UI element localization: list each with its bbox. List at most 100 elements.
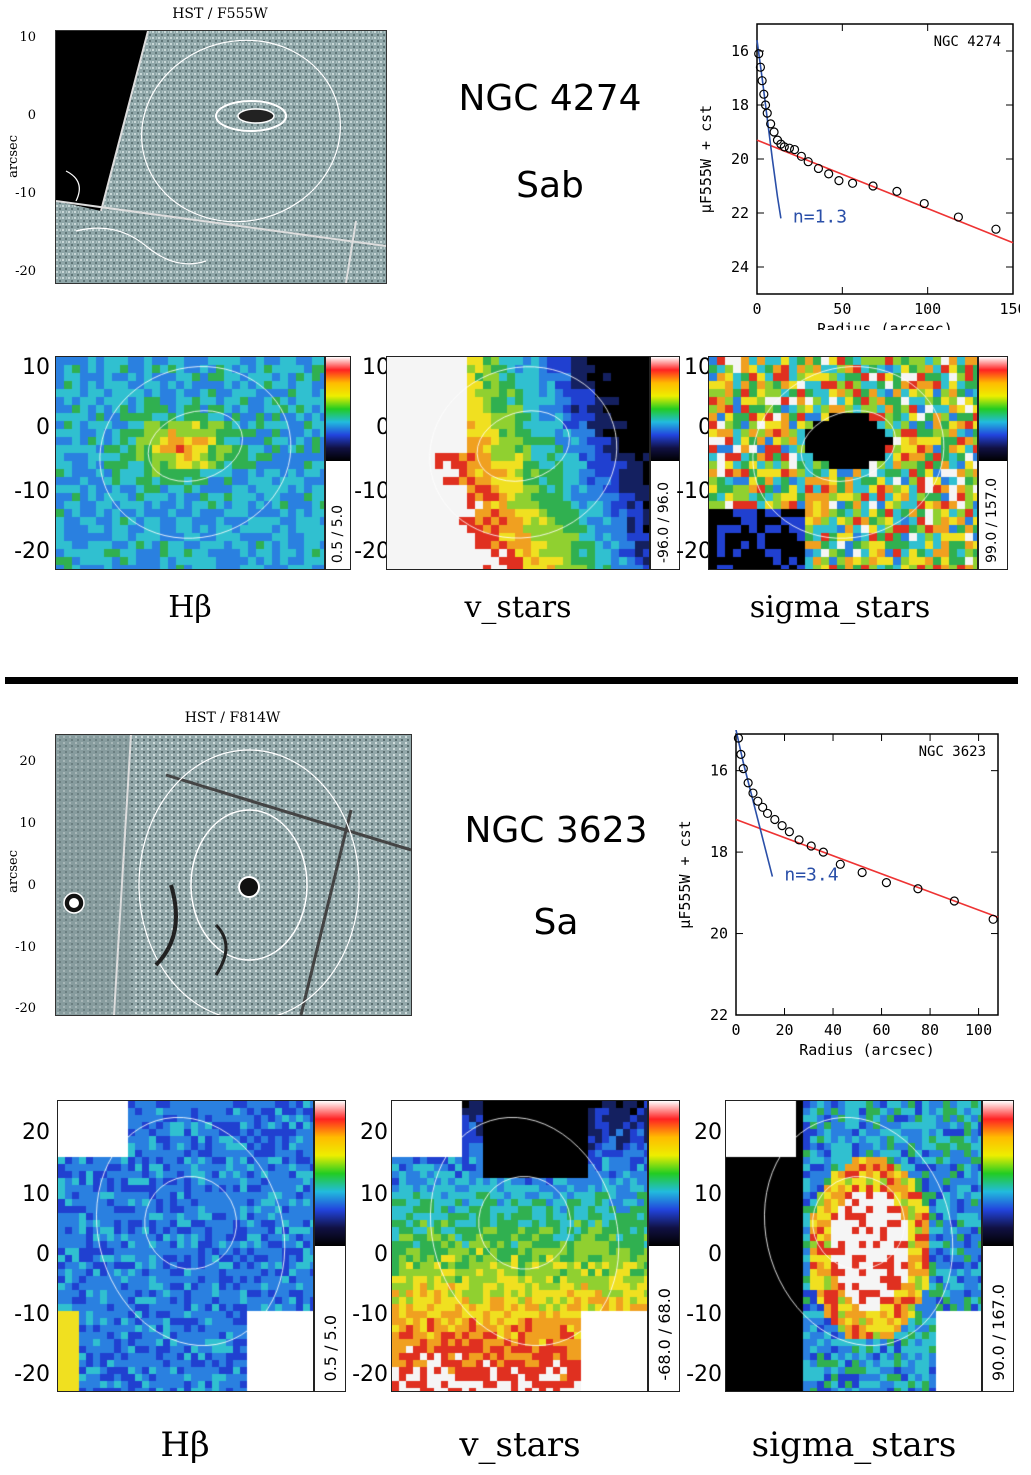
colorbar-range: 0.5 / 5.0: [321, 1314, 340, 1381]
data-point: [784, 827, 794, 837]
galaxy-type-bottom: Sa: [533, 902, 579, 943]
data-point: [988, 914, 998, 924]
x-tick-label: 60: [873, 1021, 891, 1039]
colorbar-sigma-bottom: 90.0 / 167.0: [982, 1100, 1014, 1392]
map-yticks-top-3: 10 0 -10 -20: [672, 355, 712, 575]
colorbar-range: -96.0 / 96.0: [656, 481, 672, 563]
data-point: [755, 62, 766, 72]
data-point: [796, 151, 806, 161]
sersic-fit-curve: [735, 729, 774, 877]
y-tick-label: 20: [731, 150, 749, 168]
tick: -10: [14, 1302, 50, 1327]
sersic-label: n=1.3: [793, 206, 847, 227]
data-point: [919, 198, 929, 209]
map-label-sigma-top: sigma_stars: [749, 590, 931, 625]
colorbar-range: -68.0 / 68.0: [655, 1288, 674, 1381]
sigma-map-top: [708, 356, 978, 570]
data-point: [913, 884, 923, 894]
sigma-map-bottom: [725, 1100, 982, 1392]
galaxy-name-top: NGC 4274: [458, 78, 642, 119]
data-point: [806, 841, 816, 851]
data-point: [818, 847, 828, 857]
data-point: [824, 169, 834, 179]
data-point: [738, 764, 748, 774]
galaxy-type-top: Sab: [516, 165, 584, 206]
y-tick-label: 22: [731, 204, 749, 222]
data-point: [784, 143, 795, 153]
data-point: [953, 212, 963, 222]
y-tick-label: 20: [710, 925, 728, 943]
tick: -10: [15, 186, 36, 201]
y-tick-label: 16: [710, 762, 728, 780]
tick: -10: [354, 479, 390, 504]
data-point: [757, 76, 767, 86]
galaxy-label: NGC 3623: [919, 744, 986, 760]
tick: 0: [27, 878, 36, 893]
colorbar-hbeta-bottom: 0.5 / 5.0: [314, 1100, 346, 1392]
x-tick-label: 80: [921, 1021, 939, 1039]
data-point: [803, 157, 813, 167]
y-tick-label: 18: [710, 843, 728, 861]
vstars-map-top: [386, 356, 650, 570]
data-point: [769, 127, 779, 137]
tick: 10: [684, 355, 712, 380]
panel-divider: [5, 677, 1018, 684]
data-point: [748, 788, 758, 798]
tick: -20: [354, 539, 390, 564]
tick: 10: [360, 1182, 388, 1207]
x-axis-label: Radius (arcsec): [799, 1041, 934, 1059]
profile-plot-bottom: 0 20 40 60 80 100 16 18 20 22 Radius (arcsec) μF555…: [676, 729, 1021, 1070]
y-axis-label: μF555W + cst: [676, 820, 694, 928]
tick: -20: [14, 1362, 50, 1387]
y-axis-label: μF555W + cst: [697, 105, 715, 213]
tick: -20: [15, 1001, 36, 1016]
tick: -20: [14, 539, 50, 564]
tick: -20: [15, 264, 36, 279]
tick: 0: [698, 415, 712, 440]
tick: 20: [360, 1120, 388, 1145]
map-label-hbeta-bottom: Hβ: [160, 1425, 210, 1465]
tick: -10: [686, 1302, 722, 1327]
data-point: [794, 835, 804, 845]
data-point: [881, 878, 892, 888]
map-label-vstars-bottom: v_stars: [459, 1425, 581, 1465]
data-point: [991, 224, 1001, 234]
data-point: [777, 821, 787, 831]
hst-title-bottom: HST / F814W: [184, 710, 281, 726]
map-yticks-top: 10 0 -10 -20: [10, 355, 50, 575]
y-tick-label: 16: [731, 42, 749, 60]
plot-frame: [735, 733, 999, 1016]
sersic-label: n=3.4: [784, 865, 838, 886]
galaxy-label: NGC 4274: [934, 34, 1001, 50]
colorbar-hbeta-top: 0.5 / 5.0: [325, 356, 351, 570]
tick: -10: [14, 479, 50, 504]
tick: -10: [352, 1302, 388, 1327]
tick: 0: [376, 415, 390, 440]
data-point: [762, 808, 773, 819]
y-tick-label: 18: [731, 96, 749, 114]
map-yticks-bottom: 20 10 0 -10 -20: [10, 1120, 50, 1400]
colorbar-range: 0.5 / 5.0: [330, 504, 346, 563]
data-point: [759, 89, 769, 99]
y-tick-label: 22: [710, 1006, 728, 1024]
data-point: [770, 814, 780, 825]
data-point: [736, 749, 746, 759]
plot-frame: [756, 23, 1014, 295]
tick: -20: [686, 1362, 722, 1387]
tick: 10: [19, 30, 36, 45]
tick: 20: [694, 1120, 722, 1145]
x-tick-label: 0: [752, 300, 761, 318]
tick: 0: [36, 415, 50, 440]
profile-plot-top: 0 50 100 150 16 18 20 22 24 Radius (arcsec) μF555W…: [680, 20, 1027, 338]
tick: 0: [27, 108, 36, 123]
vstars-map-bottom: [391, 1100, 648, 1392]
tick: 20: [22, 1120, 50, 1145]
tick: -10: [15, 940, 36, 955]
tick: 10: [22, 355, 50, 380]
map-label-sigma-bottom: sigma_stars: [751, 1425, 957, 1465]
x-tick-label: 40: [824, 1021, 842, 1039]
galaxy-name-bottom: NGC 3623: [464, 810, 648, 851]
data-point: [758, 802, 768, 812]
tick: 10: [22, 1182, 50, 1207]
data-point: [949, 896, 959, 906]
